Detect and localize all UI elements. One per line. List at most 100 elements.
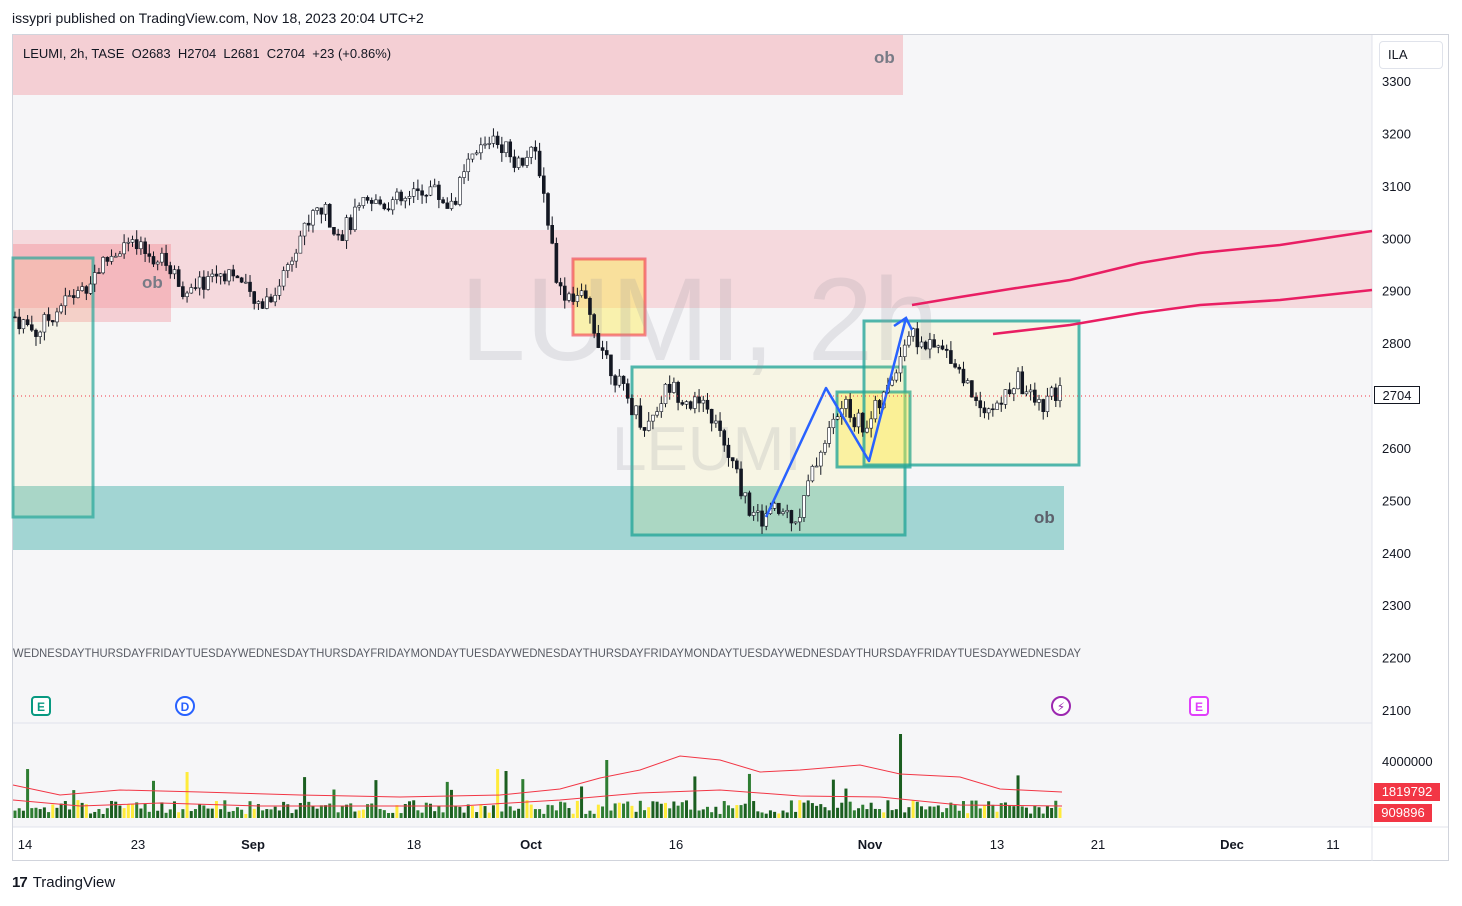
volume-bar [609,810,613,818]
volume-bar [454,805,458,818]
volume-bar [773,811,777,818]
volume-bar [777,813,781,818]
volume-bar [185,772,189,818]
volume-bar [794,811,798,818]
volume-bar [1003,802,1007,818]
candle [269,293,273,303]
candle [999,396,1004,412]
y-tick-label: 2200 [1382,651,1411,666]
candle [458,175,462,207]
candle [718,412,722,437]
candle [630,394,634,416]
candle [395,188,399,205]
volume-bar [995,811,999,818]
candle [982,401,987,419]
candle [29,315,34,332]
volume-bar [508,806,512,818]
candle [403,196,408,209]
volume-bar [168,809,172,818]
candle [1041,398,1046,420]
candle [21,318,26,334]
volume-bar [525,800,529,818]
volume-bar [147,811,151,818]
candle [651,414,655,430]
candle [533,140,538,160]
dividend-event-icon[interactable]: D [175,696,195,716]
candle [84,285,89,301]
candle [672,377,676,394]
candle [71,289,76,305]
volume-bar [303,777,307,818]
tradingview-logo-icon: 17 [12,874,28,891]
volume-bar [701,809,705,818]
volume-bars [13,734,1062,818]
publisher-line: issypri published on TradingView.com, No… [12,10,424,26]
volume-bar [1029,813,1033,818]
candle [13,311,17,319]
volume-bar [957,810,961,818]
candle [462,164,466,185]
volume-bar [399,813,403,818]
candle [504,141,508,158]
candle [214,265,219,284]
candle [810,464,815,483]
candle [17,308,21,335]
volume-bar [252,808,256,818]
volume-bar [223,800,227,818]
candle [848,393,852,423]
earnings-event-icon-future[interactable]: E [1189,696,1209,716]
volume-bar [647,807,651,818]
candle [344,214,349,249]
volume-bar [630,805,634,818]
trend-zigzag [764,317,908,518]
candle [995,400,999,410]
volume-bar [571,813,575,818]
volume-bar [781,810,785,818]
volume-bar [949,802,953,818]
volume-bar [210,808,214,818]
candle [42,312,47,341]
volume-bar [689,809,693,818]
candle [512,149,517,173]
volume-bar [80,802,84,818]
volume-bar [953,805,957,818]
candle [852,413,857,432]
candle [617,369,622,388]
candle [101,256,105,275]
candle [567,291,571,303]
y-tick-label: 3000 [1382,231,1411,246]
volume-bar [588,810,592,818]
candle [684,400,689,410]
volume-bar [412,800,416,818]
candle [932,334,936,348]
volume-bar [89,813,93,818]
currency-button[interactable]: ILA [1379,41,1443,69]
volume-bar [550,805,554,818]
candle [1016,367,1020,390]
volume-bar [235,807,239,818]
volume-bar [643,810,647,818]
news-event-icon[interactable]: ⚡ [1051,696,1071,716]
volume-bar [1024,807,1028,818]
volume-bar [126,804,130,818]
volume-bar [407,801,411,818]
candle [252,290,257,310]
x-axis: 14 23 Sep 18 Oct 16 Nov 13 21 Dec 11 [18,837,1340,852]
candle [797,508,802,531]
volume-bar [697,810,701,818]
earnings-event-icon[interactable]: E [31,696,51,716]
volume-bar [903,812,907,818]
candle [63,287,68,315]
candle [600,340,605,360]
candle [399,189,403,206]
candle [1020,366,1025,395]
volume-bar [345,804,349,818]
y-tick-label: 3100 [1382,179,1411,194]
candle [46,307,51,327]
volume-bar [575,800,579,818]
volume-bar [848,801,852,818]
candle [453,197,458,206]
footer-brand[interactable]: 17 TradingView [12,874,115,891]
candle [911,327,915,342]
